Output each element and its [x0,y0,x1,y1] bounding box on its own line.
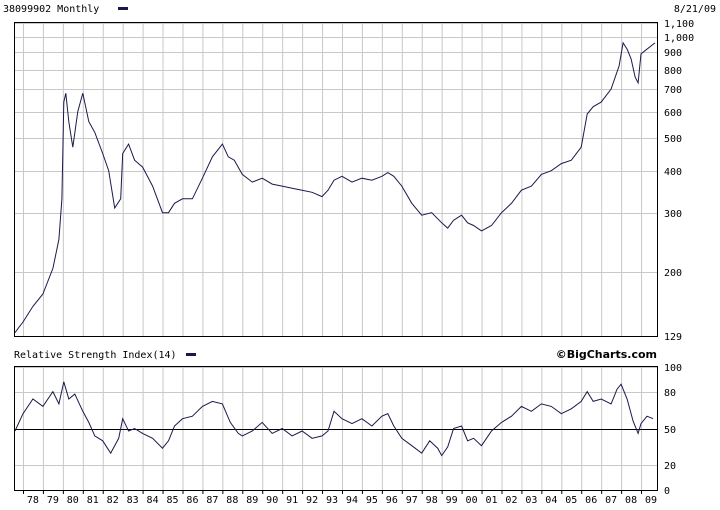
year-tick-label: 85 [166,495,178,506]
year-tick-label: 01 [485,495,497,506]
price-tick-label: 800 [664,66,682,77]
year-tick-label: 99 [446,495,458,506]
year-tick-label: 78 [27,495,39,506]
rsi-axis: 100 80 50 20 0 [664,363,682,497]
rsi-tick-label: 80 [664,388,676,399]
year-tick-label: 88 [226,495,238,506]
price-tick-label: 500 [664,134,682,145]
price-panel-frame [14,22,658,337]
year-tick-label: 06 [585,495,597,506]
rsi-series-line [14,381,654,457]
year-tick-label: 79 [47,495,59,506]
bigcharts-brand: ©BigCharts.com [556,348,657,361]
rsi-legend-swatch [186,353,196,356]
rsi-tick-label: 20 [664,461,676,472]
price-tick-label: 129 [664,332,682,343]
year-tick-label: 00 [466,495,478,506]
year-tick-label: 84 [147,495,159,506]
year-tick-label: 98 [426,495,438,506]
rsi-tick-label: 0 [664,486,670,497]
rsi-title: Relative Strength Index(14) [14,350,177,361]
year-tick-label: 02 [505,495,517,506]
price-series-line [14,41,656,333]
price-tick-label: 900 [664,48,682,59]
chart-title: 38099902 Monthly [3,4,99,15]
year-tick-label: 83 [127,495,139,506]
year-tick-label: 82 [107,495,119,506]
price-tick-label: 600 [664,108,682,119]
series-legend-swatch [118,7,128,10]
year-tick-label: 08 [625,495,637,506]
year-tick-label: 86 [186,495,198,506]
year-tick-label: 09 [645,495,657,506]
year-tick-label: 81 [87,495,99,506]
year-tick-label: 04 [545,495,557,506]
year-axis: 78 79 80 81 82 83 84 85 86 87 88 89 90 91 92 93 94 95 96 97… [22,490,657,506]
year-tick-label: 93 [326,495,338,506]
rsi-panel-frame [14,366,658,491]
rsi-tick-label: 50 [664,425,676,436]
price-tick-label: 400 [664,167,682,178]
year-tick-label: 03 [525,495,537,506]
price-grid [15,23,657,337]
year-tick-label: 89 [246,495,258,506]
year-tick-label: 95 [366,495,378,506]
year-tick-label: 94 [346,495,358,506]
rsi-tick-label: 100 [664,363,682,374]
year-tick-label: 87 [206,495,218,506]
year-tick-label: 96 [386,495,398,506]
year-tick-label: 90 [266,495,278,506]
rsi-grid [15,367,657,491]
price-tick-label: 200 [664,268,682,279]
year-tick-label: 07 [605,495,617,506]
year-tick-label: 97 [406,495,418,506]
year-tick-label: 05 [565,495,577,506]
price-tick-label: 700 [664,85,682,96]
price-tick-label: 300 [664,209,682,220]
price-tick-label: 1,000 [664,33,694,44]
year-tick-label: 92 [306,495,318,506]
price-tick-label: 1,100 [664,19,694,30]
year-tick-label: 80 [67,495,79,506]
price-axis: 1,100 1,000 900 800 700 600 500 400 300 200 129 [664,19,694,343]
chart-date: 8/21/09 [674,4,716,15]
year-tick-label: 91 [286,495,298,506]
